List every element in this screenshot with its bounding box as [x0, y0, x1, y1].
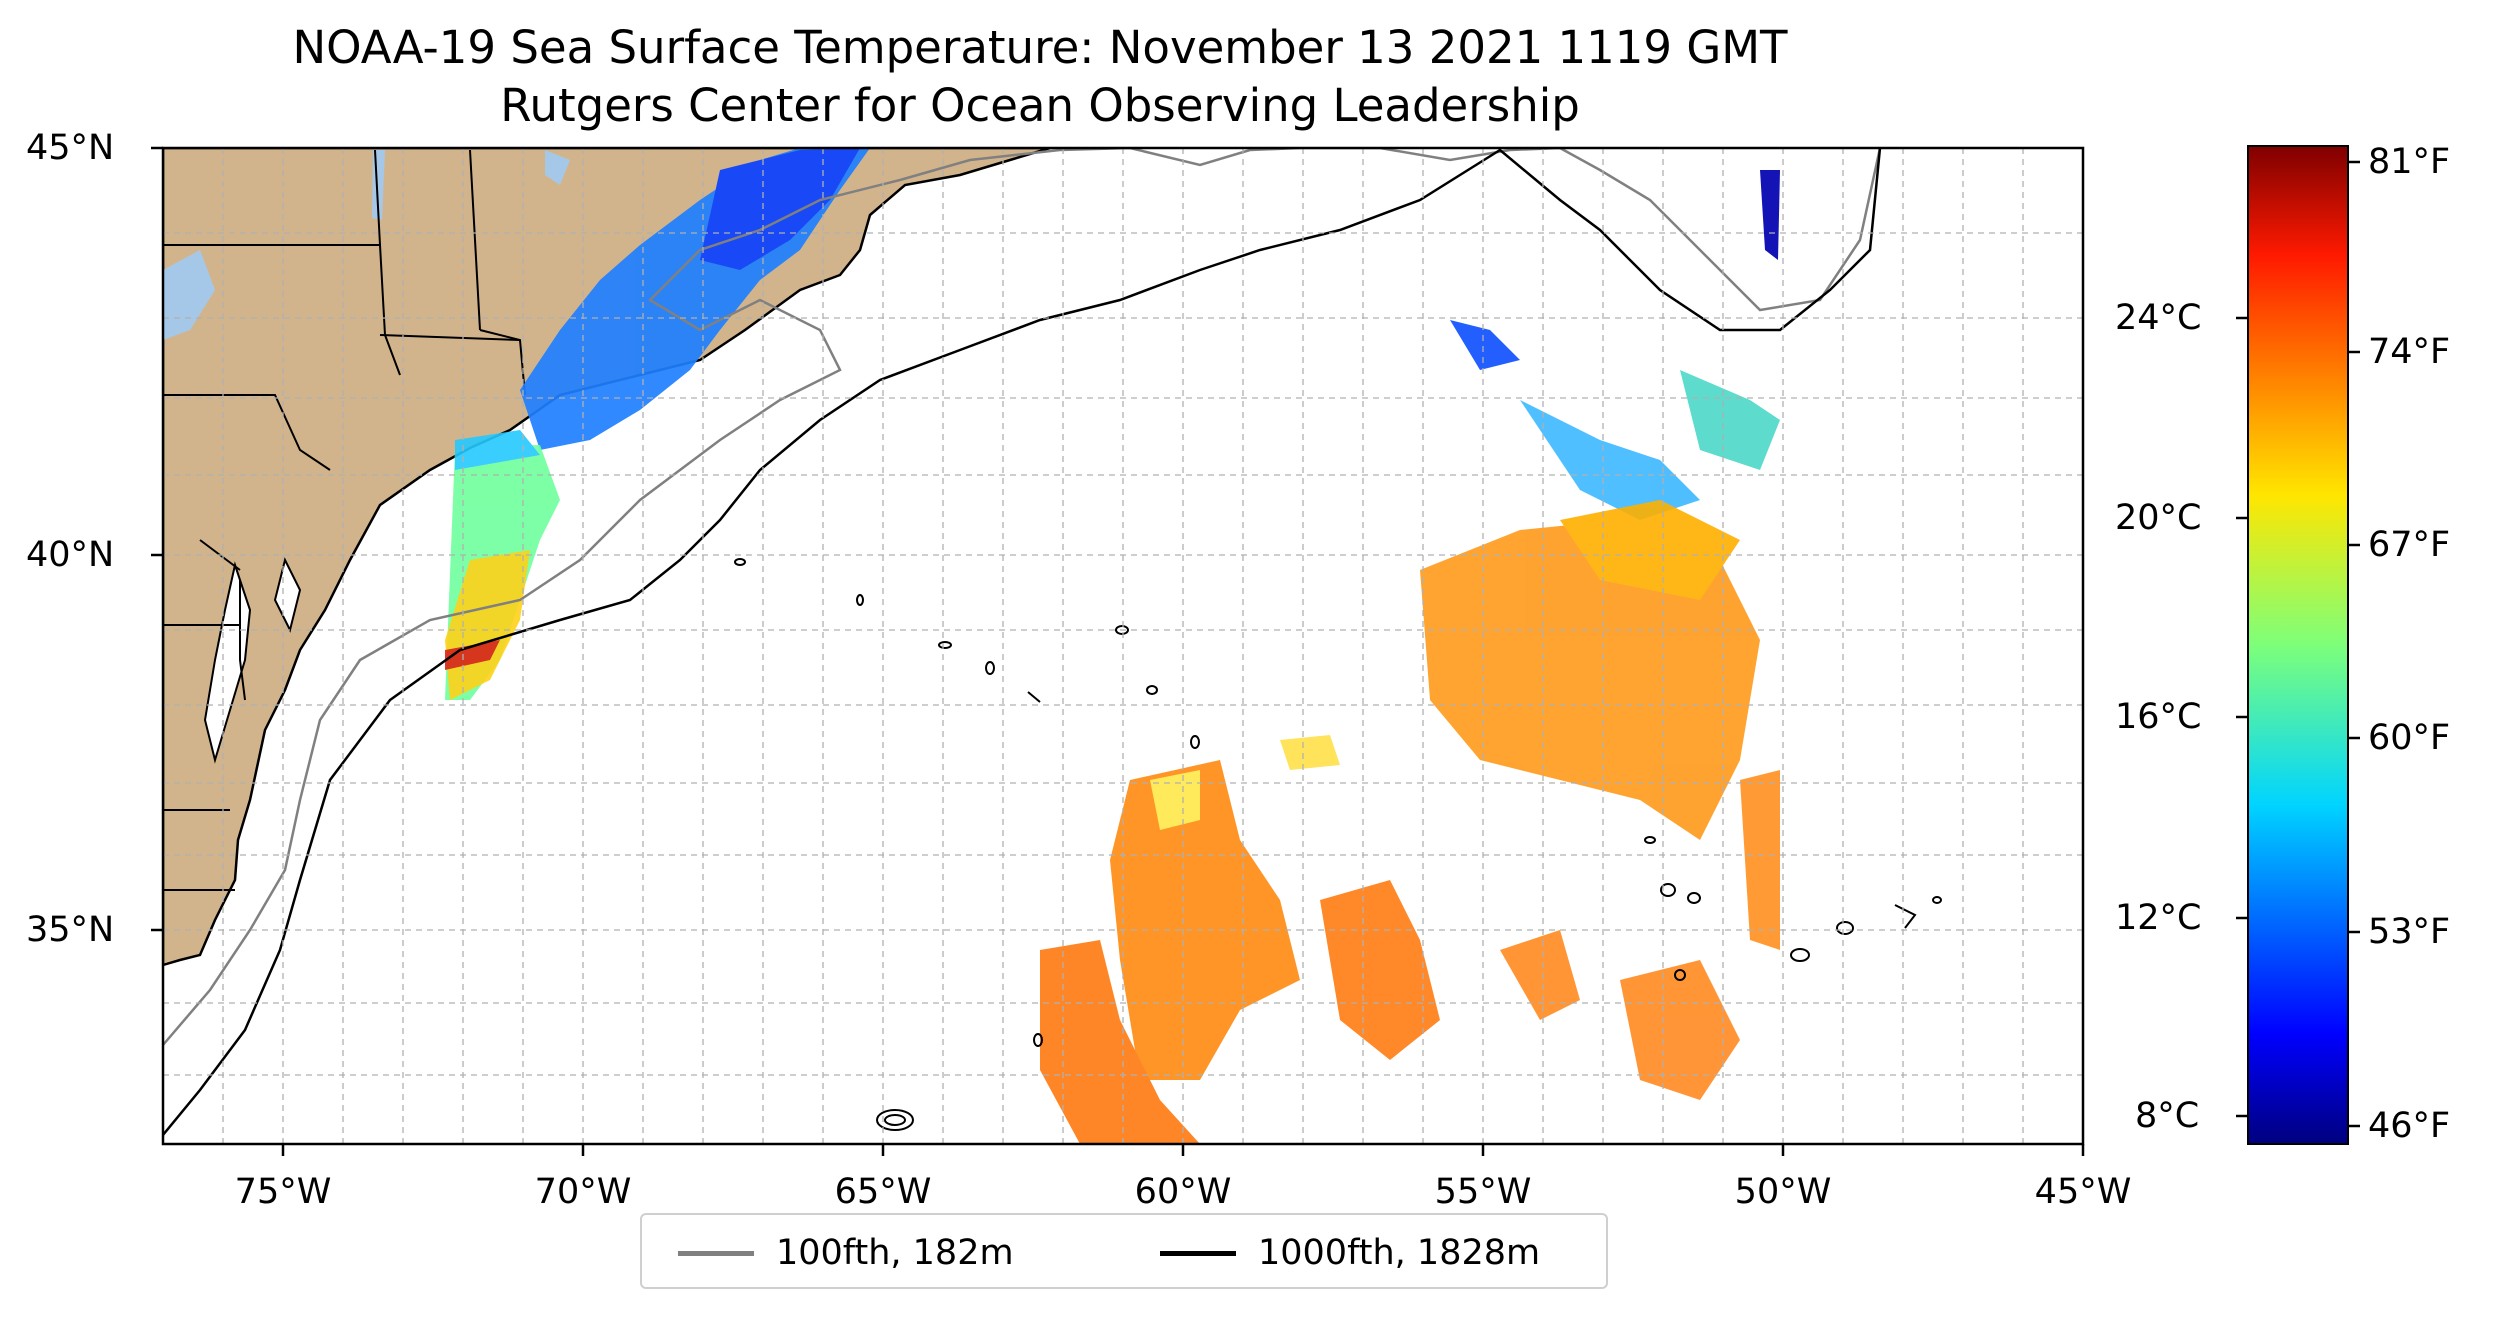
legend-item-100fth: 100fth, 182m [678, 1231, 1014, 1275]
map-subtitle: Rutgers Center for Ocean Observing Leade… [500, 79, 1580, 132]
lon-label: 50°W [1734, 1172, 1832, 1212]
map-title: NOAA-19 Sea Surface Temperature: Novembe… [292, 21, 1788, 74]
lat-label: 40°N [26, 535, 115, 575]
sst-swath-blue [520, 148, 1780, 450]
lon-label: 55°W [1434, 1172, 1532, 1212]
legend-label: 100fth, 182m [776, 1233, 1014, 1273]
colorbar-fahrenheit-label: 53°F [2368, 912, 2451, 952]
colorbar-fahrenheit-label: 60°F [2368, 718, 2451, 758]
lat-label: 45°N [26, 128, 115, 168]
isobath-1000fth [163, 148, 1882, 1136]
colorbar-celsius-label: 20°C [2115, 498, 2202, 538]
isobath-100fth [163, 148, 1882, 1046]
lon-label: 45°W [2034, 1172, 2132, 1212]
legend-item-1000fth: 1000fth, 1828m [1160, 1231, 1540, 1275]
legend-swatch-black [1160, 1250, 1236, 1256]
lat-label: 35°N [26, 910, 115, 950]
colorbar [2247, 145, 2349, 1145]
legend: 100fth, 182m 1000fth, 1828m [640, 1213, 1608, 1289]
lon-label: 60°W [1134, 1172, 1232, 1212]
colorbar-celsius-label: 12°C [2115, 898, 2202, 938]
colorbar-fahrenheit-label: 46°F [2368, 1106, 2451, 1146]
lon-label: 75°W [234, 1172, 332, 1212]
legend-swatch-gray [678, 1250, 754, 1256]
map-frame [161, 146, 2085, 1146]
colorbar-celsius-label: 24°C [2115, 298, 2202, 338]
legend-label: 1000fth, 1828m [1258, 1233, 1541, 1273]
sst-swath-warm [445, 500, 1780, 1144]
lon-label: 70°W [534, 1172, 632, 1212]
lake [545, 150, 570, 185]
colorbar-fahrenheit-label: 67°F [2368, 525, 2451, 565]
colorbar-celsius-label: 16°C [2115, 697, 2202, 737]
colorbar-fahrenheit-label: 81°F [2368, 142, 2451, 182]
chesapeake-bay [203, 561, 252, 764]
land-mass [163, 148, 1051, 967]
colorbar-celsius-label: 8°C [2135, 1096, 2200, 1136]
colorbar-fahrenheit-label: 74°F [2368, 332, 2451, 372]
lon-label: 65°W [834, 1172, 932, 1212]
